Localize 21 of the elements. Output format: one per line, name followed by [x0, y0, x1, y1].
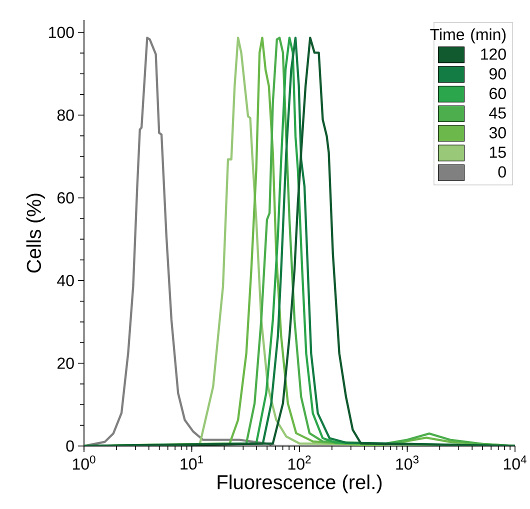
legend-label: 30: [489, 127, 506, 138]
y-tick-label: 100: [49, 26, 74, 38]
x-tick-label: 10$^{1}$: [180, 456, 203, 470]
legend-label: 90: [490, 68, 506, 80]
legend-label: 0: [498, 166, 506, 178]
x-axis-title: Fluorescence (rel.): [218, 474, 382, 494]
legend-label: 15: [490, 146, 506, 158]
legend-label: 60: [490, 88, 506, 100]
y-tick-label: 20: [58, 358, 74, 369]
legend-title: Time (min): [430, 28, 506, 44]
y-tick-label: 60: [58, 192, 74, 204]
x-tick-label: 10$^{0}$: [72, 456, 96, 470]
legend-label: 120: [481, 48, 506, 60]
x-tick-label: 10$^{2}$: [288, 456, 311, 470]
x-tick-label: 10$^{4}$: [504, 456, 526, 470]
legend-label: 45: [489, 107, 506, 119]
y-axis-title: Cells (%): [26, 194, 45, 273]
y-tick-label: 40: [57, 274, 74, 286]
y-tick-label: 80: [57, 109, 74, 121]
y-tick-label: 0: [66, 440, 74, 452]
x-tick-label: 10$^{3}$: [396, 456, 419, 470]
